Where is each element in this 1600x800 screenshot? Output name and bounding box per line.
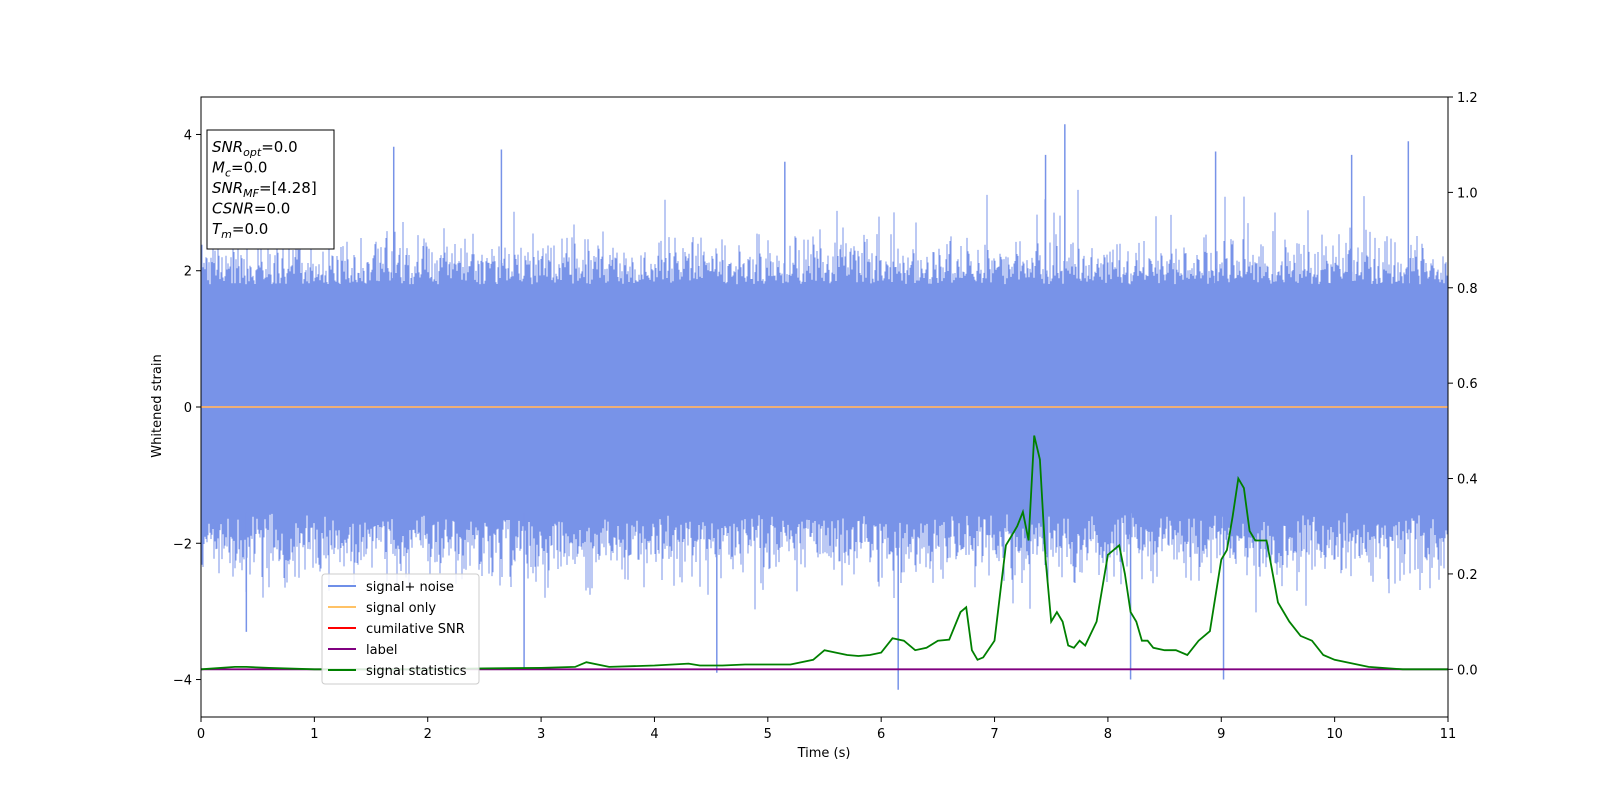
annotation-box: SNRopt=0.0Mc=0.0SNRMF=[4.28]CSNR=0.0Tm=0… — [206, 129, 335, 250]
x-tick-label: 3 — [537, 727, 545, 742]
annotation-value: =0.0 — [261, 138, 297, 156]
y-tick-label: 2 — [184, 265, 192, 280]
y-axis-right: 1.2 1.0 0.8 0.6 0.4 0.2 0.0 — [1448, 91, 1478, 678]
annotation-value: =0.0 — [232, 220, 268, 238]
x-tick-label: 10 — [1326, 727, 1343, 742]
y-tick-label: 4 — [184, 128, 192, 143]
x-tick-label: 8 — [1104, 727, 1112, 742]
annotation-subscript: c — [225, 167, 231, 180]
annotation-line: SNRMF=[4.28] — [212, 179, 317, 200]
annotation-frame — [206, 129, 335, 250]
y2-tick-label: 0.8 — [1457, 282, 1478, 297]
x-tick-label: 9 — [1217, 727, 1225, 742]
legend-label: cumilative SNR — [366, 622, 465, 637]
y-axis-label: Whitened strain — [150, 354, 165, 457]
y2-tick-label: 0.4 — [1457, 473, 1478, 488]
annotation-line: CSNR=0.0 — [212, 200, 290, 218]
annotation-value: =0.0 — [231, 159, 267, 177]
x-tick-label: 7 — [990, 727, 998, 742]
y2-tick-label: 0.6 — [1457, 377, 1478, 392]
legend-entry: signal only — [328, 601, 436, 616]
y-tick-label: 0 — [184, 401, 192, 416]
y-axis-left: 4 2 0 −2 −4 — [173, 128, 201, 689]
y2-tick-label: 1.0 — [1457, 186, 1478, 201]
y2-tick-label: 1.2 — [1457, 91, 1478, 106]
annotation-line: Mc=0.0 — [212, 159, 267, 180]
y-tick-label: −4 — [173, 674, 192, 689]
annotation-value: =[4.28] — [259, 179, 317, 197]
y2-tick-label: 0.0 — [1457, 663, 1478, 678]
y2-tick-label: 0.2 — [1457, 568, 1478, 583]
legend-entry: cumilative SNR — [328, 622, 465, 637]
x-axis: 0 1 2 3 4 5 6 7 8 9 10 11 — [197, 717, 1456, 742]
legend: signal+ noise signal only cumilative SNR la… — [321, 573, 480, 685]
series-signal-statistics — [201, 435, 1448, 671]
annotation-symbol: SNR — [212, 179, 243, 197]
annotation-subscript: MF — [243, 187, 259, 200]
legend-label: label — [366, 643, 397, 658]
annotation-line: Tm=0.0 — [212, 220, 268, 241]
x-tick-label: 2 — [424, 727, 432, 742]
y-tick-label: −2 — [173, 537, 192, 552]
annotation-symbol: CSNR — [212, 200, 254, 218]
legend-label: signal only — [366, 601, 436, 616]
legend-label: signal statistics — [366, 664, 467, 679]
x-tick-label: 6 — [877, 727, 885, 742]
x-tick-label: 1 — [310, 727, 318, 742]
x-tick-label: 11 — [1440, 727, 1457, 742]
annotation-symbol: T — [212, 220, 223, 238]
series-signal-noise — [201, 124, 1448, 690]
legend-entry: signal statistics — [328, 664, 467, 679]
legend-entry: label — [328, 643, 397, 658]
x-tick-label: 0 — [197, 727, 205, 742]
legend-entry: signal+ noise — [328, 580, 454, 595]
annotation-subscript: m — [221, 228, 232, 241]
legend-frame — [321, 573, 480, 685]
annotation-line: SNRopt=0.0 — [212, 138, 298, 159]
x-tick-label: 4 — [650, 727, 658, 742]
annotation-symbol: SNR — [212, 138, 243, 156]
plot-area — [201, 124, 1448, 690]
annotation-value: =0.0 — [254, 200, 290, 218]
legend-label: signal+ noise — [366, 580, 454, 595]
x-tick-label: 5 — [764, 727, 772, 742]
annotation-subscript: opt — [243, 146, 262, 159]
annotation-symbol: M — [212, 159, 225, 177]
x-axis-label: Time (s) — [797, 746, 851, 761]
